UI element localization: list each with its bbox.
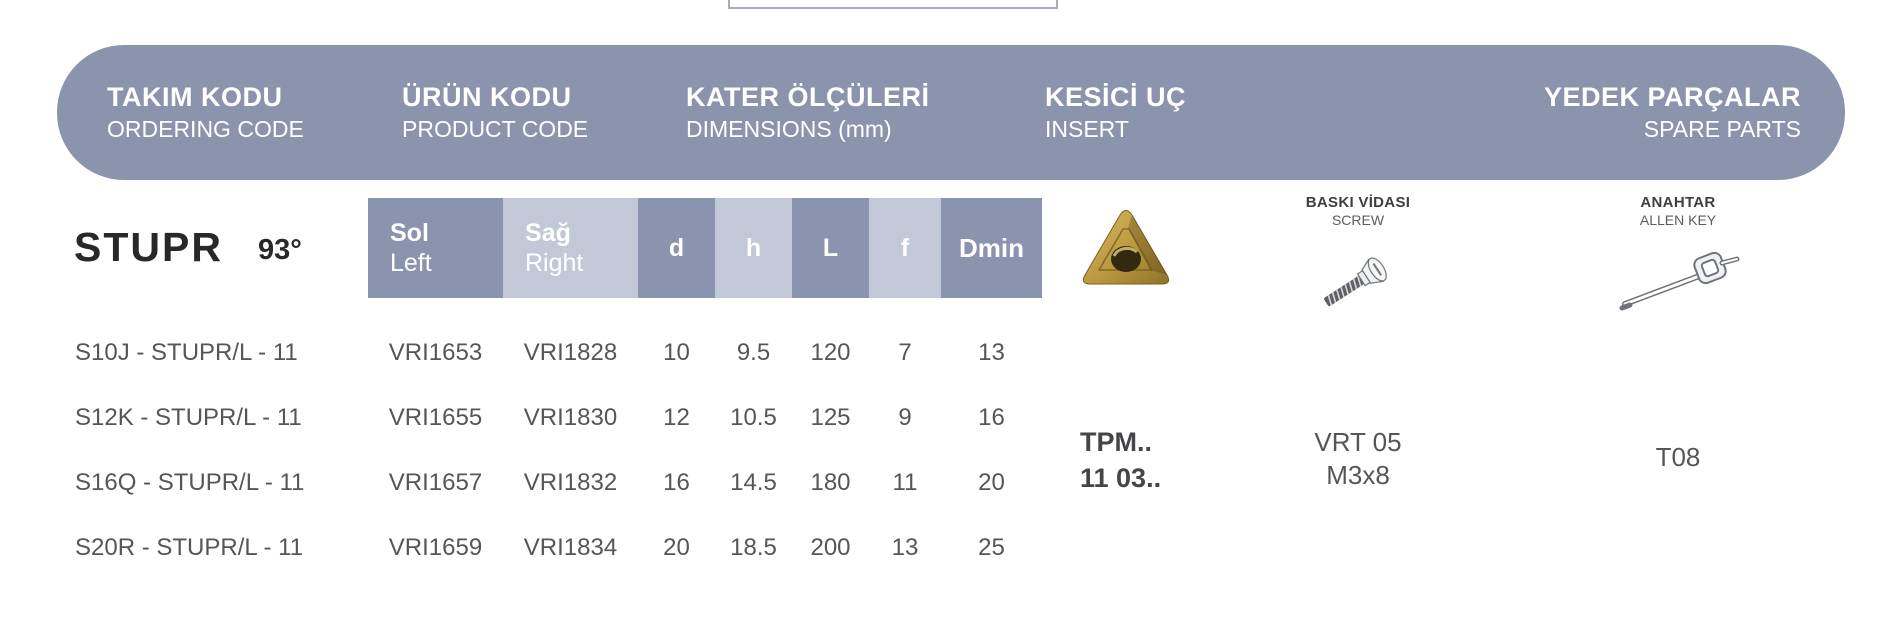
header-dimensions: KATER ÖLÇÜLERİ DIMENSIONS (mm) [686, 81, 930, 144]
ordering-code-cell: S20R - STUPR/L - 11 [75, 534, 304, 561]
header-ordering-code: TAKIM KODU ORDERING CODE [107, 81, 304, 144]
right-product-code-cell: VRI1834 [523, 534, 618, 561]
insert-code-line2: 11 03.. [1080, 463, 1162, 493]
screw-code: VRT 05 M3x8 [1283, 426, 1433, 492]
allen-key-label-turkish: ANAHTAR [1640, 194, 1716, 211]
screw-icon [1324, 257, 1387, 307]
column-right-subtitle: Right [525, 249, 584, 277]
dim-L-cell: 120 [810, 339, 851, 366]
column-dmin: Dmin [941, 198, 1042, 298]
insert-code: TPM.. 11 03.. [1080, 424, 1161, 496]
table-row: S20R - STUPR/L - 11 VRI1659 VRI1834 20 1… [0, 531, 1878, 565]
right-product-code-cell: VRI1832 [523, 469, 618, 496]
column-h: h [715, 198, 792, 298]
allen-key-label-english: ALLEN KEY [1639, 212, 1717, 228]
insert-code-line1: TPM.. [1080, 427, 1152, 457]
right-product-code-cell: VRI1828 [523, 339, 618, 366]
dim-L-cell: 125 [810, 404, 851, 431]
column-right-title: Sağ [525, 219, 571, 247]
header-subtitle: ORDERING CODE [107, 116, 304, 142]
screw-label: BASKI VİDASI SCREW [1258, 194, 1458, 229]
dim-f-cell: 13 [891, 534, 919, 561]
table-row: S10J - STUPR/L - 11 VRI1653 VRI1828 10 9… [0, 336, 1878, 370]
table-header-bar: TAKIM KODU ORDERING CODE ÜRÜN KODU PRODU… [57, 45, 1845, 180]
screw-label-english: SCREW [1331, 212, 1385, 228]
header-title: ÜRÜN KODU [402, 82, 572, 112]
ordering-code-cell: S16Q - STUPR/L - 11 [75, 469, 305, 496]
right-product-code-cell: VRI1830 [523, 404, 618, 431]
dim-h-cell: 18.5 [730, 534, 777, 561]
ordering-code-cell: S10J - STUPR/L - 11 [75, 339, 298, 366]
product-angle: 93° [258, 234, 302, 266]
dim-f-cell: 11 [892, 469, 918, 496]
header-product-code: ÜRÜN KODU PRODUCT CODE [402, 81, 588, 144]
dim-f-cell: 7 [898, 339, 912, 366]
dim-h-cell: 14.5 [730, 469, 777, 496]
dim-L-cell: 180 [810, 469, 851, 496]
header-title: YEDEK PARÇALAR [1543, 82, 1801, 112]
allen-key-code: T08 [1655, 442, 1701, 472]
header-subtitle: DIMENSIONS (mm) [686, 116, 892, 142]
dim-dmin-cell: 25 [978, 534, 1005, 561]
product-family-code: STUPR [74, 224, 223, 270]
screw-code-line2: M3x8 [1326, 460, 1390, 490]
screw-code-line1: VRT 05 [1314, 427, 1402, 457]
dim-L-cell: 200 [810, 534, 851, 561]
dimension-column-strip: Sol Left Sağ Right d h L f Dmin [368, 198, 1042, 298]
dim-dmin-cell: 16 [978, 404, 1005, 431]
allen-key-icon [1619, 251, 1740, 311]
column-f: f [869, 198, 941, 298]
left-product-code-cell: VRI1653 [388, 339, 483, 366]
header-insert: KESİCİ UÇ INSERT [1045, 81, 1186, 144]
dim-d-cell: 16 [663, 469, 690, 496]
table-row: S16Q - STUPR/L - 11 VRI1657 VRI1832 16 1… [0, 466, 1878, 500]
dim-dmin-cell: 20 [978, 469, 1005, 496]
table-row: S12K - STUPR/L - 11 VRI1655 VRI1830 12 1… [0, 401, 1878, 435]
dim-d-cell: 12 [663, 404, 690, 431]
header-title: TAKIM KODU [107, 82, 283, 112]
dim-h-cell: 10.5 [730, 404, 777, 431]
column-left-subtitle: Left [390, 249, 432, 277]
column-left-title: Sol [390, 219, 429, 247]
left-product-code-cell: VRI1659 [388, 534, 483, 561]
header-subtitle: INSERT [1045, 116, 1129, 142]
left-product-code-cell: VRI1657 [388, 469, 483, 496]
column-left: Sol Left [368, 198, 503, 298]
dim-d-cell: 10 [663, 339, 690, 366]
header-title: KATER ÖLÇÜLERİ [686, 82, 930, 112]
screw-label-turkish: BASKI VİDASI [1305, 194, 1411, 211]
header-title: KESİCİ UÇ [1045, 82, 1187, 112]
insert-icon [1082, 210, 1170, 285]
header-subtitle: PRODUCT CODE [402, 116, 589, 142]
dim-h-cell: 9.5 [736, 339, 771, 366]
dim-f-cell: 9 [898, 404, 912, 431]
ordering-code-cell: S12K - STUPR/L - 11 [75, 404, 302, 431]
dim-dmin-cell: 13 [978, 339, 1005, 366]
header-subtitle: SPARE PARTS [1643, 116, 1801, 142]
column-right: Sağ Right [503, 198, 638, 298]
column-d: d [638, 198, 715, 298]
header-spare-parts: YEDEK PARÇALAR SPARE PARTS [1544, 81, 1801, 144]
dim-d-cell: 20 [663, 534, 690, 561]
column-L: L [792, 198, 869, 298]
left-product-code-cell: VRI1655 [388, 404, 483, 431]
cropped-top-box [728, 0, 1058, 9]
allen-key-label: ANAHTAR ALLEN KEY [1578, 194, 1778, 229]
